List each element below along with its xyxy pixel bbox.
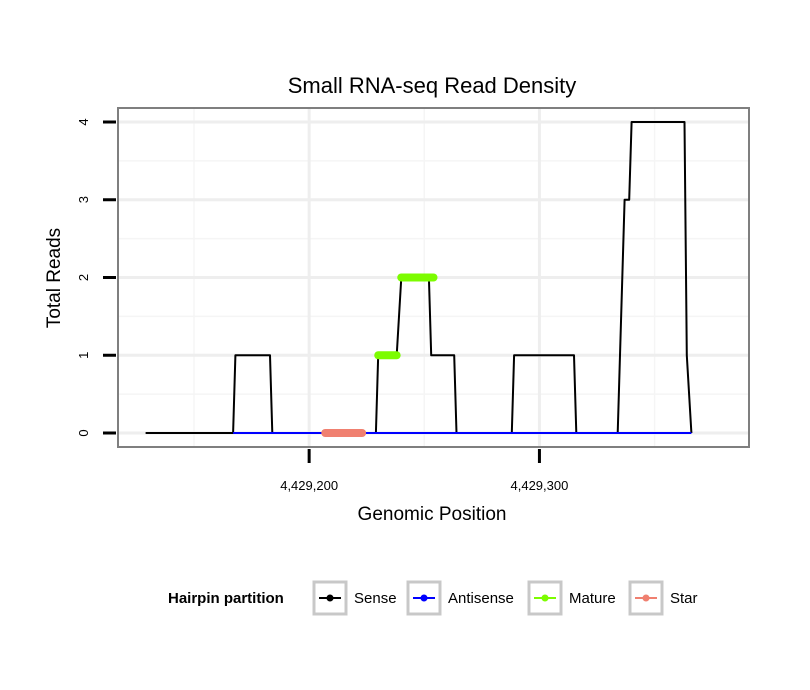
legend-key-dot — [642, 594, 650, 602]
series-layer — [145, 121, 693, 438]
legend-key-dot — [420, 594, 428, 602]
x-axis-title: Genomic Position — [358, 504, 507, 525]
y-tick-label: 0 — [76, 429, 91, 436]
legend-label: Sense — [354, 590, 397, 607]
legend-label: Star — [670, 590, 698, 607]
legend: Hairpin partition Sense Antisense Mature St… — [168, 580, 698, 616]
y-tick-label: 4 — [76, 118, 91, 125]
legend-label: Mature — [569, 590, 616, 607]
legend-key-dot — [541, 594, 549, 602]
legend-key-dot — [326, 594, 334, 602]
chart-title: Small RNA-seq Read Density — [288, 73, 577, 98]
series-sense-line — [145, 121, 693, 434]
x-axis: 4,429,200 4,429,300 — [280, 449, 568, 493]
y-axis: 0 1 2 3 4 — [76, 118, 116, 437]
x-tick-label: 4,429,300 — [511, 478, 569, 493]
y-tick-label: 3 — [76, 196, 91, 203]
plot-panel-border — [117, 107, 750, 448]
legend-items: Sense Antisense Mature Star — [312, 580, 698, 616]
y-tick-label: 1 — [76, 352, 91, 359]
y-tick-label: 2 — [76, 274, 91, 281]
legend-label: Antisense — [448, 590, 514, 607]
legend-title: Hairpin partition — [168, 590, 284, 607]
x-tick-label: 4,429,200 — [280, 478, 338, 493]
y-axis-title: Total Reads — [44, 228, 65, 328]
